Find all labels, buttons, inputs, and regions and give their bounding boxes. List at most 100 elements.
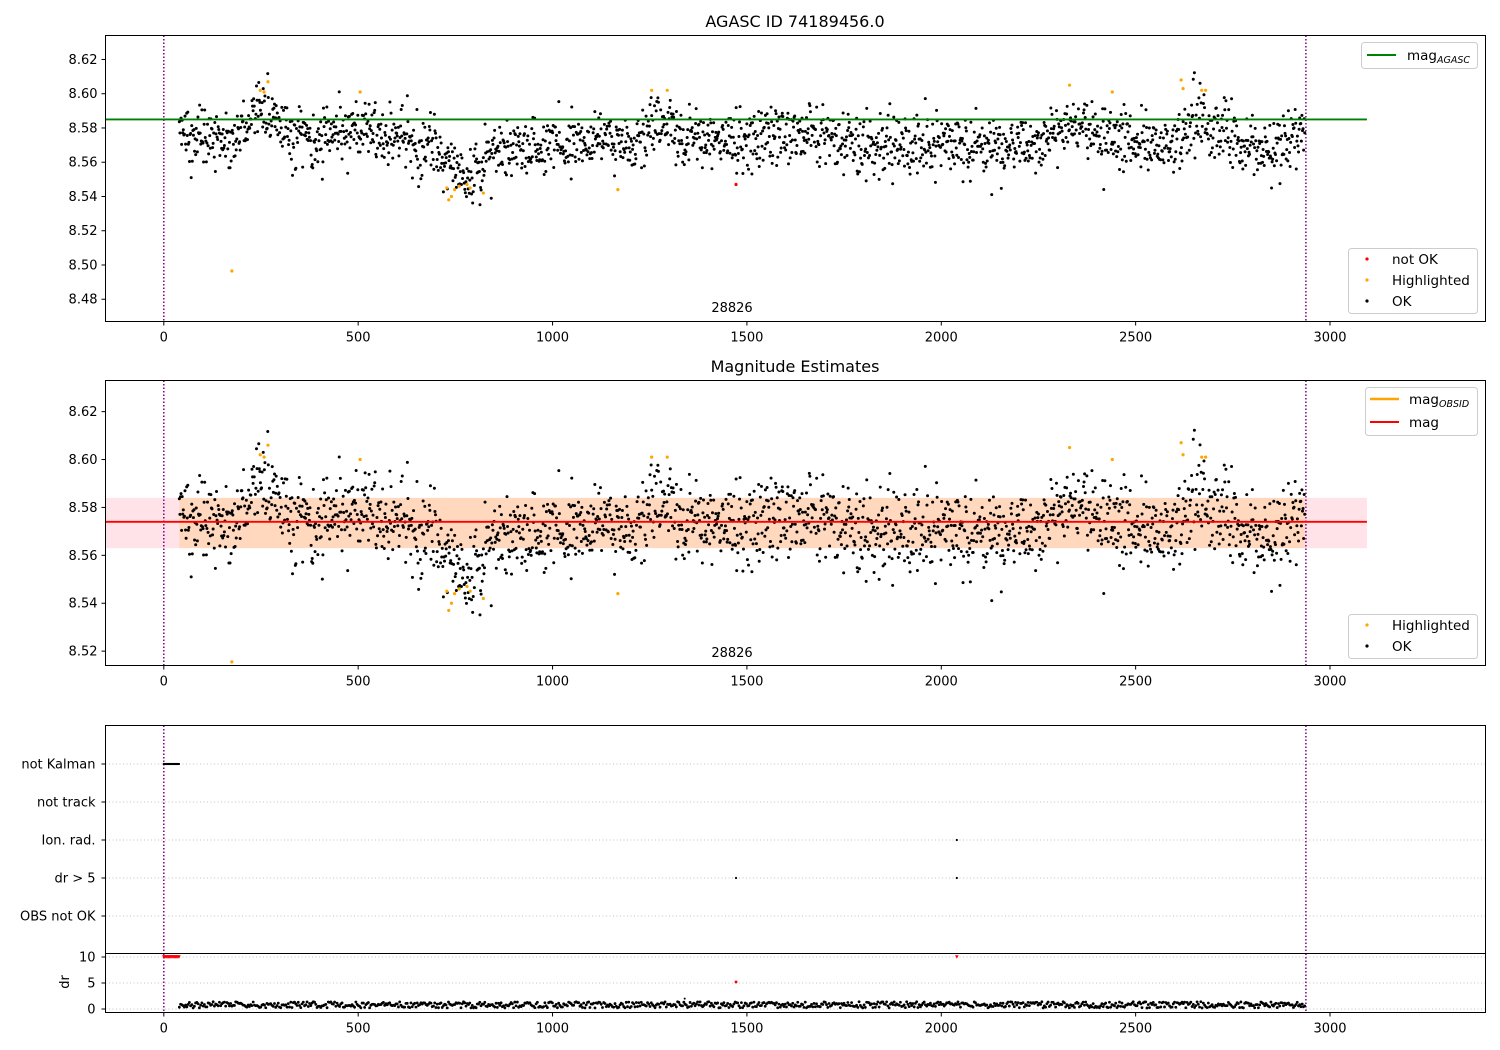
ok-point [472, 544, 476, 548]
dr-ok-point [861, 1006, 865, 1010]
ok-point [864, 535, 868, 539]
dr-ok-point [718, 1006, 722, 1010]
ok-point [208, 534, 212, 538]
ok-point [399, 503, 403, 507]
ok-point [1206, 499, 1210, 503]
ok-point [953, 556, 957, 560]
ok-point [1228, 160, 1232, 164]
dr-ok-point [985, 1003, 989, 1007]
ok-point [754, 137, 758, 141]
ok-point [199, 528, 203, 532]
ok-point [955, 544, 959, 548]
ok-point [1187, 148, 1191, 152]
ok-point [1078, 500, 1082, 504]
ok-point [501, 162, 505, 166]
ok-point [477, 169, 481, 173]
ok-point [381, 113, 385, 117]
ok-point [942, 516, 946, 520]
ok-point [231, 528, 235, 532]
dr-ok-point [1120, 1001, 1124, 1005]
ok-point [319, 497, 323, 501]
ok-point [447, 159, 451, 163]
ok-point [605, 127, 609, 131]
ok-point [1216, 488, 1220, 492]
ok-point [1170, 139, 1174, 143]
ok-point [801, 510, 805, 514]
ok-point [1142, 140, 1146, 144]
ok-point [266, 72, 270, 76]
ok-point [1083, 491, 1087, 495]
ok-point [376, 534, 380, 538]
dr-ok-point [629, 1005, 633, 1008]
ok-point [1089, 530, 1093, 534]
ok-point [215, 135, 219, 139]
ok-point [658, 523, 662, 527]
dr-ok-point [876, 1000, 880, 1004]
ok-point [1096, 124, 1100, 128]
ok-point [793, 138, 797, 142]
ok-point [839, 153, 843, 157]
ok-point [346, 171, 350, 175]
dr-ok-point [533, 1006, 537, 1010]
ok-point [841, 111, 845, 115]
ok-point [1192, 71, 1196, 75]
panel-2-annotation: 28826 [711, 646, 752, 661]
dr-ok-point [747, 1004, 751, 1008]
dr-ok-point [813, 1005, 817, 1009]
dr-ok-point [219, 1004, 223, 1008]
ok-point [1128, 124, 1132, 128]
dr-ok-point [887, 1006, 891, 1010]
ok-point [1085, 474, 1089, 478]
ok-point [477, 160, 481, 164]
ok-point [1088, 137, 1092, 141]
ok-point [206, 530, 210, 534]
ok-point [370, 522, 374, 526]
ok-point [1080, 125, 1084, 129]
ok-point [1249, 525, 1253, 529]
ok-point [330, 525, 334, 529]
ok-point [406, 120, 410, 124]
ok-point [695, 549, 699, 553]
ok-point [873, 143, 877, 147]
ok-point [1231, 147, 1235, 151]
ok-point [1029, 124, 1033, 128]
ok-point [513, 133, 517, 137]
ok-point [631, 147, 635, 151]
ok-point [980, 528, 984, 532]
ok-point [1089, 528, 1093, 532]
ok-point [883, 524, 887, 528]
ok-point [432, 112, 436, 116]
ok-point [1138, 528, 1142, 532]
ok-point [890, 163, 894, 167]
ok-point [472, 154, 476, 158]
ok-point [426, 142, 430, 146]
ok-point [1293, 107, 1297, 111]
dr-ok-point [271, 1004, 275, 1008]
ok-point [480, 553, 484, 557]
ok-point [277, 491, 281, 495]
ok-point [686, 142, 690, 146]
ok-point [758, 156, 762, 160]
ok-point [440, 546, 444, 550]
ok-point [699, 120, 703, 124]
ok-point [1076, 107, 1080, 111]
ok-point [206, 500, 210, 504]
ok-point [1221, 113, 1225, 117]
ok-point [921, 133, 925, 137]
ok-point [489, 604, 493, 608]
ok-point [1052, 124, 1056, 128]
ok-point [1168, 147, 1172, 151]
highlighted-point [665, 88, 669, 92]
dr-ok-point [314, 1002, 318, 1006]
ok-point [860, 162, 864, 166]
ok-point [287, 143, 291, 147]
ok-point [460, 156, 464, 160]
ok-point [812, 525, 816, 529]
ok-point [524, 125, 528, 129]
ok-point [607, 499, 611, 503]
ok-point [1114, 501, 1118, 505]
ok-point [348, 533, 352, 537]
ok-point [1195, 472, 1199, 476]
ok-point [1267, 539, 1271, 543]
